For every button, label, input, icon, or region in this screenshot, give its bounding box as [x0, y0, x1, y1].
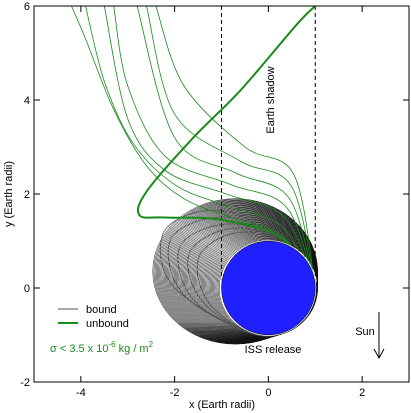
y-tick-label: 2 — [24, 189, 30, 201]
earth-layer — [220, 240, 317, 336]
unbound-trajectory — [136, 6, 317, 289]
iss-release-label: ISS release — [245, 344, 302, 356]
x-tick-label: 2 — [359, 387, 365, 399]
unbound-trajectory — [146, 6, 316, 289]
x-tick-label: -4 — [76, 387, 86, 399]
unbound-trajectory — [85, 6, 316, 289]
x-tick-label: -2 — [170, 387, 180, 399]
unbound-trajectory — [103, 6, 316, 289]
bound-orbit-loop — [152, 198, 318, 345]
x-tick-label: 0 — [265, 387, 271, 399]
legend-label-bound: bound — [86, 304, 117, 316]
y-axis-title: y (Earth radii) — [3, 161, 15, 227]
y-tick-label: 0 — [24, 283, 30, 295]
earth-shadow-label: Earth shadow — [265, 66, 277, 133]
y-tick-label: 6 — [24, 1, 30, 13]
y-tick-label: -2 — [20, 377, 30, 389]
earth-disk — [221, 240, 316, 336]
unbound-trajectory — [155, 6, 316, 289]
sun-label: Sun — [355, 326, 375, 338]
legend-sigma-note: σ < 3.5 x 10-6 kg / m2 — [50, 340, 154, 355]
sun-arrow-icon — [373, 312, 385, 360]
legend-label-unbound: unbound — [86, 318, 129, 330]
unbound-trajectory — [71, 6, 316, 289]
y-tick-label: 4 — [24, 95, 30, 107]
legend: bound unbound σ < 3.5 x 10-6 kg / m2 — [50, 304, 154, 355]
unbound-trajectory — [113, 6, 316, 289]
axis-ticks: -4 -2 0 2 -2 0 2 4 6 — [20, 1, 409, 399]
data-layer — [71, 6, 318, 345]
unbound-trajectory — [136, 6, 316, 289]
x-axis-title: x (Earth radii) — [189, 399, 255, 411]
